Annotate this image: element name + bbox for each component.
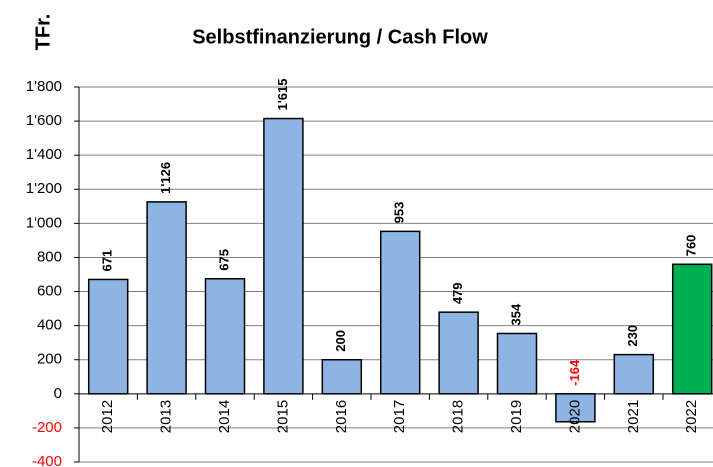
bar — [438, 311, 479, 395]
x-tick-label: 2013 — [158, 400, 175, 433]
y-tick-label: -200 — [32, 419, 62, 436]
value-label: 479 — [450, 282, 465, 304]
x-tick-label: 2015 — [274, 400, 291, 433]
x-tick-label: 2019 — [508, 400, 525, 433]
x-tick-label: 2018 — [450, 400, 467, 433]
bar — [87, 278, 129, 395]
value-label: 1'126 — [158, 162, 173, 194]
value-label: 953 — [392, 202, 407, 224]
y-tick-label: 1'400 — [26, 146, 62, 163]
x-tick-label: 2022 — [683, 400, 700, 433]
y-tick-label: 1'000 — [26, 214, 62, 231]
y-tick-label: 1'200 — [26, 180, 62, 197]
bar — [146, 201, 187, 395]
y-tick-label: 800 — [37, 248, 62, 265]
x-tick-label: 2014 — [216, 400, 233, 433]
x-tick-label: 2021 — [625, 400, 642, 433]
bar — [555, 393, 596, 423]
bar — [204, 278, 246, 395]
y-tick-label: 200 — [37, 351, 62, 368]
x-tick-label: 2020 — [566, 400, 583, 433]
value-label: 230 — [625, 325, 640, 347]
chart-title: Selbstfinanzierung / Cash Flow — [192, 26, 488, 48]
value-label: 760 — [684, 235, 699, 257]
bar — [671, 263, 713, 395]
value-label: -164 — [567, 359, 582, 386]
bar — [613, 353, 655, 395]
value-label: 1'615 — [275, 79, 290, 111]
y-tick-label: 600 — [37, 283, 62, 300]
x-tick-label: 2017 — [391, 400, 408, 433]
y-tick-label: 1'800 — [26, 78, 62, 95]
bar — [263, 117, 304, 395]
bar — [379, 230, 421, 395]
value-label: 675 — [216, 249, 231, 271]
bar — [496, 332, 538, 395]
value-label: 671 — [100, 250, 115, 272]
y-axis-label: TFr. — [32, 14, 54, 51]
value-label: 200 — [333, 330, 348, 352]
y-tick-label: -400 — [32, 453, 62, 467]
x-tick-label: 2016 — [333, 400, 350, 433]
x-tick-label: 2012 — [99, 400, 116, 433]
y-tick-label: 1'600 — [26, 112, 62, 129]
y-tick-label: 0 — [54, 385, 62, 402]
y-tick-label: 400 — [37, 317, 62, 334]
bar — [321, 358, 363, 395]
value-label: 354 — [508, 303, 523, 325]
